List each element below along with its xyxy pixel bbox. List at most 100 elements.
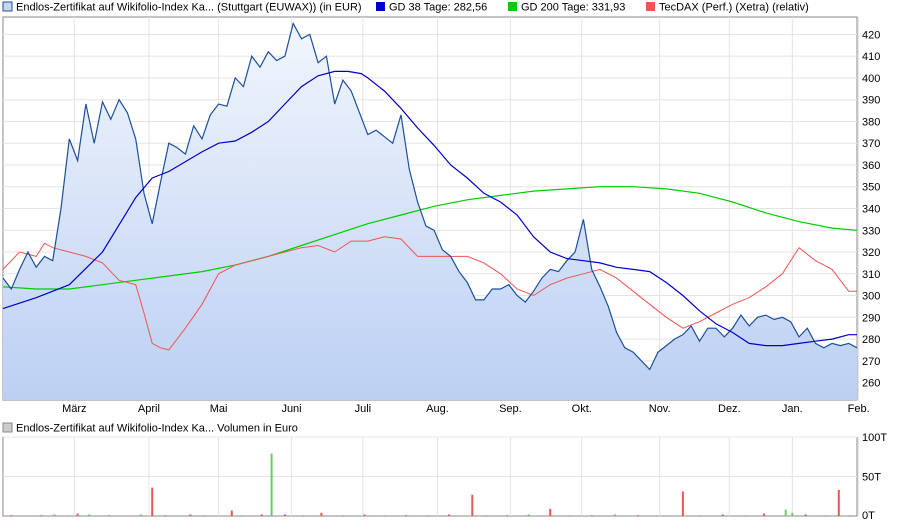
volume-bar [53,514,56,516]
legend-swatch-gd200 [508,2,517,11]
main-legend: Endlos-Zertifikat auf Wikifolio-Index Ka… [2,1,809,14]
volume-bar [202,515,205,516]
legend-label-gd200: GD 200 Tage: 331,93 [521,2,625,14]
volume-bar [426,515,429,516]
x-tick-label: Juli [355,403,372,415]
volume-bar [383,515,386,516]
volume-bar [139,514,142,516]
volume-bar [590,515,593,516]
x-tick-label: Feb. [848,403,870,415]
y-tick-label: 360 [862,160,880,172]
y-tick-label: 280 [862,334,880,346]
y-tick-label: 290 [862,312,880,324]
volume-tick-label: 0T [862,510,875,522]
legend-swatch-price [2,1,13,12]
volume-bar [10,515,13,516]
volume-grid [3,436,860,516]
volume-bar [484,515,487,516]
volume-plot: 0T 50T 100T [2,432,887,522]
y-tick-label: 420 [862,29,880,41]
x-tick-label: Aug. [426,403,449,415]
volume-bar [681,491,684,516]
volume-bar [527,514,530,516]
volume-bar [506,515,509,516]
y-tick-label: 350 [862,182,880,194]
y-tick-label: 400 [862,73,880,85]
y-axis-ticks: 260 270 280 290 300 310 320 330 340 350 360 370 380 3… [862,29,880,389]
x-tick-label: März [62,403,86,415]
tecdax-line [2,236,857,351]
volume-bar [744,515,747,516]
x-tick-label: Okt. [572,403,592,415]
volume-bar [849,515,852,516]
volume-tick-label: 100T [862,432,887,444]
volume-bar [763,513,766,516]
x-tick-label: April [138,403,160,415]
legend-swatch-gd38 [376,2,385,11]
volume-bar [40,515,43,516]
volume-bar [721,514,724,516]
x-tick-label: Dez. [718,403,741,415]
y-tick-label: 340 [862,204,880,216]
volume-bar [824,515,827,516]
main-plot: 260 270 280 290 300 310 320 330 340 350 360 370 380 3… [2,16,880,415]
volume-bar [655,515,658,516]
volume-bar [448,514,451,516]
volume-bar [189,514,192,516]
volume-bar [549,508,552,516]
volume-bar [471,494,474,516]
volume-bar [88,514,91,516]
y-tick-label: 310 [862,269,880,281]
volume-bar [569,515,572,516]
volume-bar [151,487,154,516]
y-tick-label: 260 [862,378,880,390]
volume-bar [302,515,305,516]
volume-bar [270,453,273,516]
x-tick-label: Sep. [499,403,522,415]
volume-bar [363,514,366,516]
volume-bar [784,509,787,516]
y-tick-label: 320 [862,247,880,259]
volume-bar [637,515,640,516]
volume-axis-ticks: 0T 50T 100T [862,432,887,522]
gd200-line [2,186,858,290]
y-tick-label: 270 [862,356,880,368]
volume-bar [283,514,286,516]
volume-bar [837,489,840,516]
volume-bar [260,514,263,516]
volume-bar [240,515,243,516]
legend-label-tecdax: TecDAX (Perf.) (Xetra) (relativ) [659,2,809,14]
volume-bar [341,515,344,516]
y-tick-label: 300 [862,291,880,303]
volume-bar [791,512,794,516]
x-tick-label: Nov. [649,403,671,415]
volume-bar [164,515,167,516]
x-tick-label: Mai [210,403,228,415]
volume-legend: Endlos-Zertifikat auf Wikifolio-Index Ka… [2,422,298,435]
x-axis-ticks: März April Mai Juni Juli Aug. Sep. Okt. Nov. Dez.… [62,403,870,415]
volume-bars [10,453,852,516]
volume-bar [700,515,703,516]
volume-bar [405,515,407,516]
volume-bar [804,514,807,516]
x-tick-label: Jan. [782,403,803,415]
volume-tick-label: 50T [862,472,881,484]
price-line [2,21,858,371]
volume-bar [230,510,233,516]
y-tick-label: 410 [862,51,880,63]
y-tick-label: 370 [862,138,880,150]
legend-swatch-volume [2,422,13,433]
volume-bar [108,515,111,516]
legend-label-volume: Endlos-Zertifikat auf Wikifolio-Index Ka… [16,423,298,435]
gd38-line [2,70,857,347]
x-tick-label: Juni [281,403,301,415]
legend-swatch-tecdax [646,2,655,11]
volume-bar [613,514,616,516]
y-tick-label: 330 [862,225,880,237]
y-tick-label: 380 [862,116,880,128]
volume-bar [320,512,323,516]
legend-label-gd38: GD 38 Tage: 282,56 [389,2,487,14]
legend-label-price: Endlos-Zertifikat auf Wikifolio-Index Ka… [16,2,362,14]
